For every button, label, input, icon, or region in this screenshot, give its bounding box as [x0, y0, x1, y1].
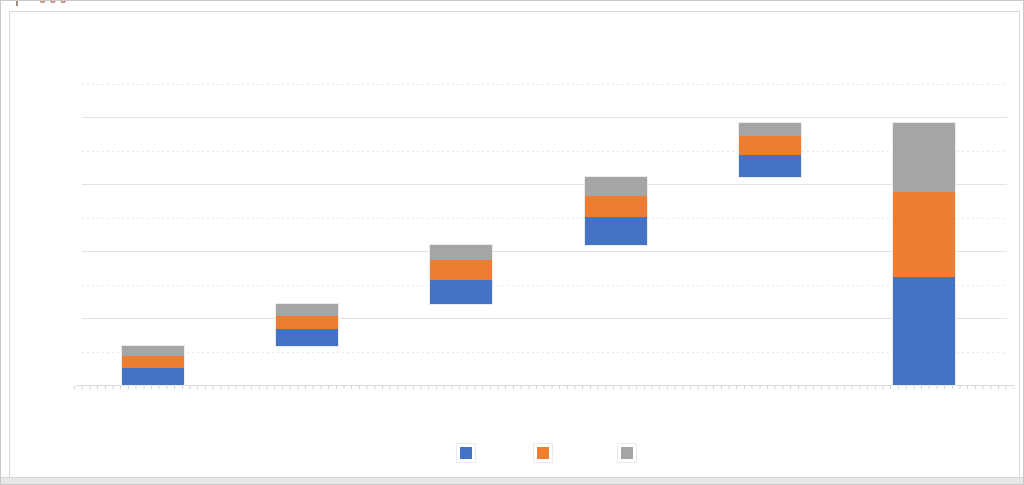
x-axis-line [76, 385, 1014, 386]
bar-segment-series3[interactable] [122, 346, 185, 357]
gridline-major [82, 184, 1007, 185]
bar-stack-5[interactable] [738, 123, 801, 178]
bar-segment-series1[interactable] [584, 216, 647, 245]
clipped-title-fragment: 000 [39, 1, 83, 6]
bar-segment-series1[interactable] [122, 368, 185, 385]
bar-stack-3[interactable] [430, 244, 493, 304]
bar-stack-4[interactable] [584, 177, 647, 245]
bar-segment-series2[interactable] [738, 136, 801, 156]
bar-stack-6[interactable] [892, 123, 955, 385]
plot-area [10, 12, 1019, 477]
bar-segment-series3[interactable] [276, 303, 339, 316]
gridline-minor [82, 83, 1007, 85]
gridline-major [82, 251, 1007, 252]
bar-segment-series3[interactable] [892, 123, 955, 193]
gridline-major [82, 318, 1007, 319]
legend-marker-series1[interactable] [459, 447, 472, 459]
chart-frame[interactable] [9, 11, 1020, 478]
bar-segment-series1[interactable] [738, 155, 801, 178]
x-axis-tick-marks [74, 386, 1014, 389]
clipped-cursor-artifact [16, 1, 18, 6]
bar-segment-series2[interactable] [122, 356, 185, 369]
bar-stack-1[interactable] [122, 346, 185, 385]
bar-segment-series1[interactable] [276, 328, 339, 347]
gridline-minor [82, 284, 1007, 286]
bar-segment-series1[interactable] [892, 277, 955, 385]
bar-segment-series3[interactable] [430, 244, 493, 260]
legend-marker-series3[interactable] [621, 447, 633, 459]
gridline-minor [82, 217, 1007, 219]
window-background-strip [1, 477, 1023, 484]
legend-marker-series2[interactable] [537, 447, 549, 459]
bar-segment-series2[interactable] [430, 259, 493, 281]
gridline-minor [82, 150, 1007, 152]
bar-segment-series3[interactable] [738, 123, 801, 137]
bar-segment-series3[interactable] [584, 177, 647, 197]
bar-segment-series2[interactable] [892, 192, 955, 278]
bar-segment-series2[interactable] [584, 196, 647, 217]
gridline-major [82, 117, 1007, 118]
bar-stack-2[interactable] [276, 303, 339, 347]
clipped-title-text: 000 [39, 1, 70, 6]
bar-segment-series2[interactable] [276, 316, 339, 329]
gridline-minor [82, 351, 1007, 353]
bar-segment-series1[interactable] [430, 280, 493, 304]
